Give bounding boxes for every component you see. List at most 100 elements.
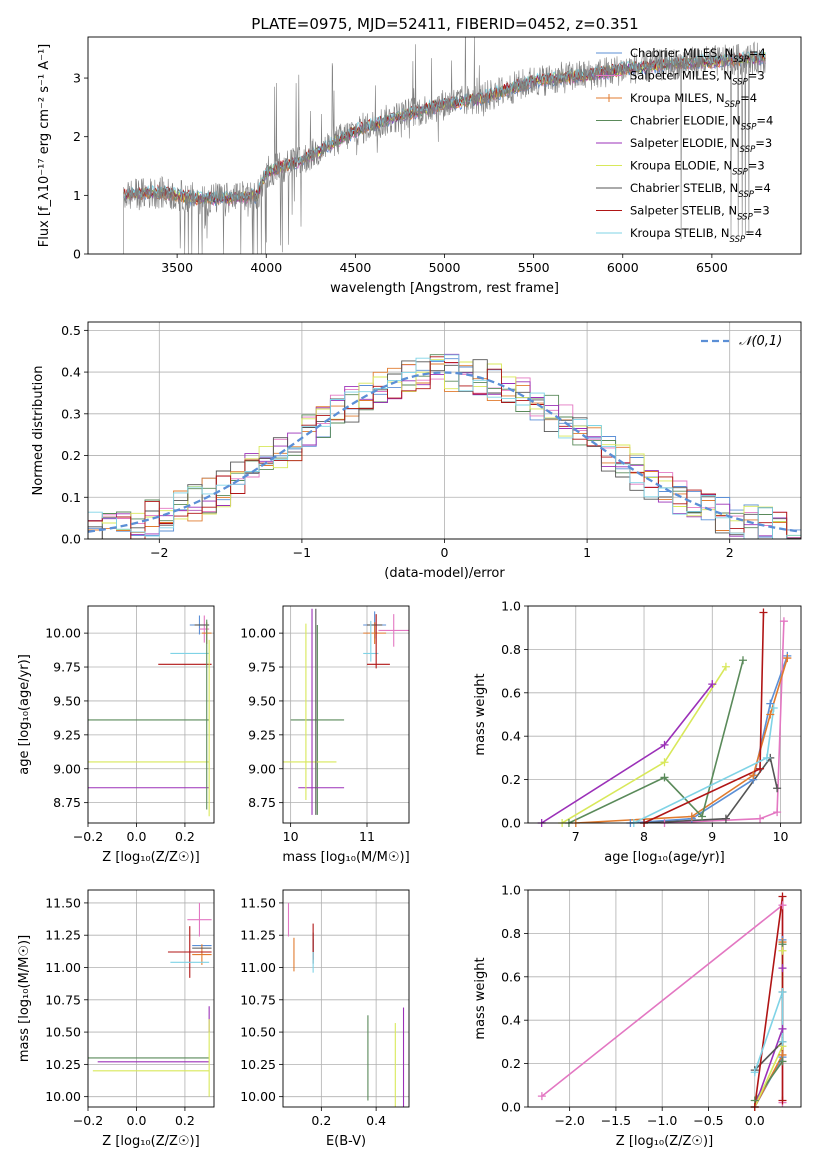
legend-value: =4: [745, 226, 762, 240]
x-tick-label: −0.2: [73, 829, 103, 844]
x-tick-label: 3500: [161, 260, 193, 275]
x-tick-label: 5000: [429, 260, 461, 275]
y-tick-label: 0.2: [61, 448, 81, 463]
y-tick-label: 0.4: [501, 1013, 521, 1028]
residual-histogram: [88, 359, 801, 536]
y-axis-label: mass weight: [473, 673, 488, 755]
y-tick-label: 3: [73, 71, 81, 86]
y-tick-label: 10.75: [45, 992, 81, 1007]
y-tick-label: 9.50: [248, 693, 276, 708]
figure-title: PLATE=0975, MJD=52411, FIBERID=0452, z=0…: [251, 15, 638, 33]
y-tick-label: 10.00: [45, 626, 81, 641]
y-axis-label: Flux [f_λ10⁻¹⁷ erg cm⁻² s⁻¹ A⁻¹]: [37, 44, 52, 248]
legend-entry: Kroupa ELODIE, NSSP=3: [630, 159, 765, 178]
y-tick-label: 0.4: [61, 365, 81, 380]
weight-marker: [756, 814, 765, 823]
weight-marker: [698, 812, 707, 821]
x-tick-label: 0: [441, 545, 449, 560]
legend-subscript: SSP: [741, 123, 757, 133]
y-tick-label: 10.25: [45, 1057, 81, 1072]
y-tick-label: 9.00: [53, 761, 81, 776]
weight-marker: [778, 946, 787, 955]
weight-marker: [773, 784, 782, 793]
panel-mass-age: 10 11 8.75 9.00 9.25 9.50 9.75 10.00 mass [log₁₀…: [240, 605, 410, 865]
y-tick-label: 10.50: [240, 1025, 276, 1040]
weight-marker: [750, 1068, 759, 1077]
y-tick-label: 0.4: [501, 729, 521, 744]
panel-age-weight: 7 8 9 10 0.0 0.2 0.4 0.6 0.8 1.0 age [log₁₀(age/yr…: [473, 599, 802, 865]
weight-marker: [783, 654, 792, 663]
x-axis-label: E(B-V): [326, 1134, 366, 1149]
legend-value: =3: [748, 159, 765, 173]
x-tick-label: −0.2: [73, 1113, 103, 1128]
x-tick-label: 10: [283, 829, 299, 844]
weight-marker: [778, 1037, 787, 1046]
weight-marker: [778, 1096, 787, 1105]
x-tick-label: 1: [583, 545, 591, 560]
y-axis-label: Normed distribution: [31, 366, 46, 496]
normal-curve: [88, 371, 801, 533]
plot-area: [88, 902, 212, 1097]
weight-marker: [749, 771, 758, 780]
x-axis-label: Z [log₁₀(Z/Z☉)]: [102, 1134, 199, 1149]
weight-marker: [778, 892, 787, 901]
y-tick-label: 8.75: [53, 795, 81, 810]
weight-marker: [762, 753, 771, 762]
legend-marker: [605, 94, 613, 102]
x-tick-label: 9: [708, 829, 716, 844]
plot-area: [123, 37, 766, 254]
weight-marker: [766, 710, 775, 719]
x-axis-label: wavelength [Angstrom, rest frame]: [330, 281, 559, 296]
x-tick-label: 4000: [250, 260, 282, 275]
axes-frame: [87, 889, 215, 1108]
y-tick-label: 0.2: [501, 1056, 521, 1071]
y-tick-label: 8.75: [248, 795, 276, 810]
legend-subscript: SSP: [732, 168, 748, 178]
x-tick-label: 0.2: [175, 1113, 195, 1128]
x-tick-label: 0.4: [366, 1113, 386, 1128]
panel-z-mass: −0.2 0.0 0.2 10.00 10.25 10.50 10.75 11.00 11.25…: [17, 889, 215, 1149]
legend-entry: Salpeter ELODIE, NSSP=3: [630, 136, 772, 155]
weight-marker: [721, 662, 730, 671]
x-tick-label: 0.2: [175, 829, 195, 844]
x-tick-label: 0.0: [745, 1113, 765, 1128]
x-tick-label: 7: [572, 829, 580, 844]
y-tick-label: 11.00: [45, 960, 81, 975]
weight-marker: [660, 740, 669, 749]
x-axis-label: (data-model)/error: [384, 566, 505, 581]
axes-frame: [87, 321, 802, 540]
x-tick-label: 4500: [339, 260, 371, 275]
weight-marker: [687, 812, 696, 821]
y-axis-label: mass weight: [473, 957, 488, 1039]
y-tick-label: 10.25: [240, 1057, 276, 1072]
x-tick-label: 8: [640, 829, 648, 844]
plot-area: [88, 353, 801, 539]
y-tick-label: 0.3: [61, 406, 81, 421]
weight-marker: [773, 808, 782, 817]
weight-marker: [537, 1092, 546, 1101]
weight-marker: [708, 680, 717, 689]
axes-frame: [87, 36, 802, 255]
y-tick-label: 11.25: [45, 928, 81, 943]
axes-frame: [527, 605, 802, 824]
weight-line: [568, 660, 744, 823]
x-tick-label: 6000: [607, 260, 639, 275]
residual-histogram: [88, 356, 801, 539]
panel-z-weight: −2.0 −1.5 −1.0 −0.5 0.0 0.0 0.2 0.4 0.6 0.8 1.0 Z […: [473, 883, 802, 1149]
weight-marker: [778, 1057, 787, 1066]
legend-value: =3: [748, 69, 765, 83]
residual-histogram: [88, 354, 801, 539]
y-tick-label: 10.50: [45, 1025, 81, 1040]
weight-marker: [660, 758, 669, 767]
y-tick-label: 1.0: [501, 883, 521, 898]
legend-value: =4: [749, 46, 766, 60]
y-tick-label: 0.5: [61, 323, 81, 338]
x-tick-label: −1: [293, 545, 311, 560]
x-tick-label: 0.0: [127, 1113, 147, 1128]
weight-line: [643, 756, 778, 823]
y-tick-label: 9.75: [248, 660, 276, 675]
x-tick-label: 5500: [518, 260, 550, 275]
axes-frame: [87, 605, 215, 824]
y-tick-label: 2: [73, 129, 81, 144]
